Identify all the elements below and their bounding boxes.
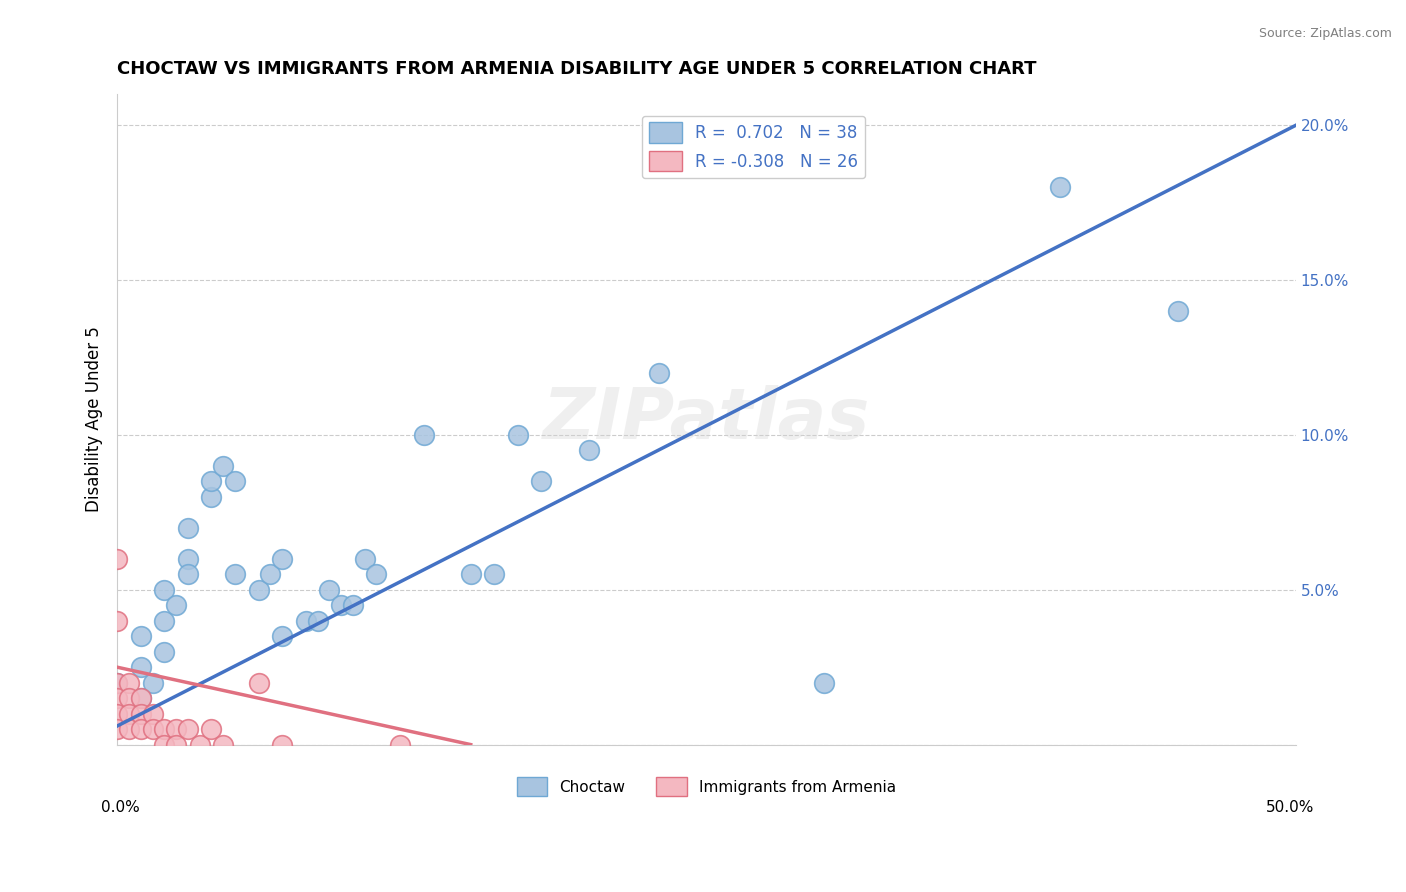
Point [460,567,482,582]
Point [271,738,294,752]
Point [153,722,176,736]
Point [118,722,141,736]
Point [330,599,353,613]
Point [271,551,294,566]
Point [177,567,200,582]
Point [118,706,141,721]
Point [153,582,176,597]
Y-axis label: Disability Age Under 5: Disability Age Under 5 [86,326,103,512]
Point [129,722,152,736]
Point [141,706,163,721]
Point [165,722,187,736]
Point [1167,304,1189,318]
Point [247,675,270,690]
Point [105,722,128,736]
Point [129,629,152,643]
Point [412,428,434,442]
Point [118,691,141,706]
Point [578,443,600,458]
Point [294,614,316,628]
Text: ZIPatlas: ZIPatlas [543,385,870,454]
Point [1049,180,1071,194]
Legend: Choctaw, Immigrants from Armenia: Choctaw, Immigrants from Armenia [510,771,903,802]
Point [177,722,200,736]
Point [259,567,281,582]
Point [129,660,152,674]
Point [307,614,329,628]
Point [506,428,529,442]
Point [200,490,222,504]
Point [153,645,176,659]
Point [153,738,176,752]
Point [530,475,553,489]
Point [129,691,152,706]
Point [105,691,128,706]
Point [212,458,235,473]
Point [141,722,163,736]
Point [224,475,246,489]
Text: 50.0%: 50.0% [1267,800,1315,814]
Point [200,722,222,736]
Point [247,582,270,597]
Point [188,738,211,752]
Point [224,567,246,582]
Point [318,582,340,597]
Point [388,738,411,752]
Point [212,738,235,752]
Point [366,567,388,582]
Point [165,738,187,752]
Point [484,567,506,582]
Point [648,366,671,380]
Point [813,675,835,690]
Point [177,521,200,535]
Point [105,675,128,690]
Point [105,706,128,721]
Point [153,614,176,628]
Point [118,675,141,690]
Point [141,675,163,690]
Point [342,599,364,613]
Text: CHOCTAW VS IMMIGRANTS FROM ARMENIA DISABILITY AGE UNDER 5 CORRELATION CHART: CHOCTAW VS IMMIGRANTS FROM ARMENIA DISAB… [117,60,1036,78]
Point [165,599,187,613]
Point [105,675,128,690]
Text: 0.0%: 0.0% [101,800,141,814]
Point [105,551,128,566]
Point [177,551,200,566]
Point [271,629,294,643]
Text: Source: ZipAtlas.com: Source: ZipAtlas.com [1258,27,1392,40]
Point [105,614,128,628]
Point [129,691,152,706]
Point [353,551,375,566]
Point [200,475,222,489]
Point [129,706,152,721]
